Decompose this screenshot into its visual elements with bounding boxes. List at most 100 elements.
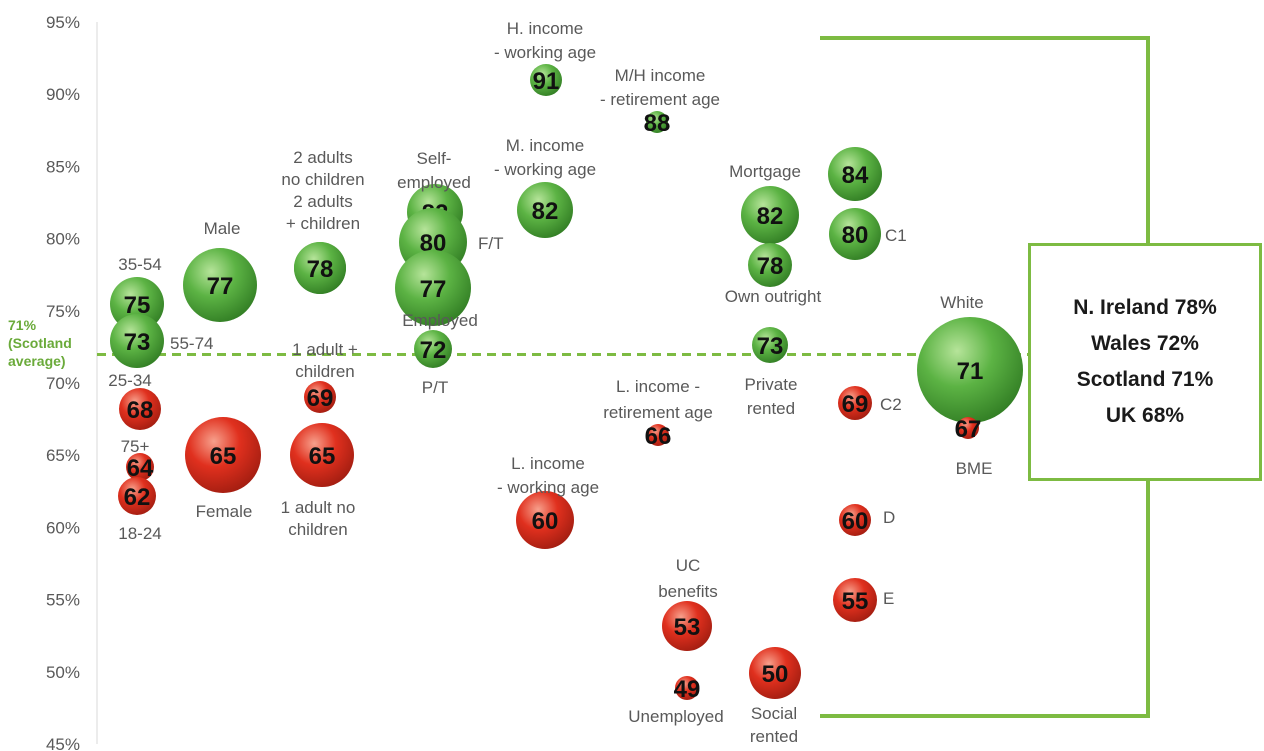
- bubble-value-label: 55: [842, 588, 869, 615]
- bubble-tenure-1: [741, 186, 799, 244]
- bubble-value-label: 77: [207, 273, 234, 300]
- average-label: 71%: [8, 317, 37, 333]
- bubble-tenure-2: [748, 243, 792, 287]
- bubble-category-label: C2: [880, 395, 902, 414]
- y-tick-label: 85%: [46, 157, 80, 176]
- bubble-social-grade-3: [838, 386, 872, 420]
- bubble-age-4: [126, 453, 154, 481]
- bubble-value-label: 65: [309, 443, 336, 470]
- bubble-ethnicity-2: [957, 417, 979, 439]
- y-tick-label: 70%: [46, 374, 80, 393]
- average-label: average): [8, 353, 66, 369]
- bubble-tenure-3: [752, 327, 788, 363]
- y-tick-label: 80%: [46, 230, 80, 249]
- bubble-category-label: Private: [745, 375, 798, 394]
- bubble-income-4: [646, 111, 668, 133]
- bubble-value-label: 84: [842, 162, 869, 189]
- bubble-category-label: + children: [286, 214, 360, 233]
- bubble-category-label: Mortgage: [729, 162, 801, 181]
- bubble-value-label: 62: [124, 484, 151, 511]
- bubble-category-label: benefits: [658, 582, 718, 601]
- bubble-category-label: 75+: [121, 437, 150, 456]
- bubble-category-label: BME: [956, 459, 993, 478]
- bubble-value-label: 71: [957, 358, 984, 385]
- nation-wales: Wales 72%: [1091, 332, 1199, 355]
- bubble-ethnicity-1: [917, 317, 1023, 423]
- bubble-value-label: 78: [757, 253, 784, 280]
- bubble-value-label: 82: [757, 203, 784, 230]
- bubble-income-1: [530, 64, 562, 96]
- bubble-value-label: 67: [955, 416, 982, 443]
- bubble-category-label: D: [883, 508, 895, 527]
- bubble-category-label: children: [288, 520, 348, 539]
- bubble-category-label: - working age: [497, 478, 599, 497]
- bubble-category-label: C1: [885, 226, 907, 245]
- bubble-value-label: 66: [645, 423, 672, 450]
- bubble-value-label: 73: [757, 333, 784, 360]
- bubble-value-label: 65: [210, 443, 237, 470]
- bubble-value-label: 72: [420, 337, 447, 364]
- bubble-value-label: 77: [420, 276, 447, 303]
- bubble-category-label: no children: [281, 170, 364, 189]
- bubble-household-2: [294, 242, 346, 294]
- bubble-value-label: 69: [842, 391, 869, 418]
- bubble-category-label: P/T: [422, 378, 448, 397]
- bubble-category-label: L. income: [511, 454, 585, 473]
- nations-comparison-box: N. Ireland 78% Wales 72% Scotland 71% UK…: [1028, 243, 1262, 481]
- bubble-category-label: 1 adult no: [281, 498, 356, 517]
- bubble-gender-1: [183, 248, 257, 322]
- bubble-value-label: 78: [307, 256, 334, 283]
- bubble-category-label: 25-34: [108, 371, 151, 390]
- y-tick-label: 55%: [46, 591, 80, 610]
- bubble-social-grade-5: [833, 578, 877, 622]
- nation-northern-ireland: N. Ireland 78%: [1073, 296, 1217, 319]
- bubble-gender-2: [185, 417, 261, 493]
- bubble-category-label: rented: [747, 399, 795, 418]
- bubble-value-label: 50: [762, 661, 789, 688]
- bubble-category-label: retirement age: [603, 403, 713, 422]
- y-tick-label: 60%: [46, 518, 80, 537]
- bubble-household-4: [290, 423, 354, 487]
- bubble-category-label: 35-54: [118, 255, 161, 274]
- bubble-value-label: 69: [307, 385, 334, 412]
- bubble-value-label: 80: [842, 222, 869, 249]
- bubble-value-label: 73: [124, 329, 151, 356]
- bubble-category-label: 55-74: [170, 334, 213, 353]
- y-tick-label: 95%: [46, 13, 80, 32]
- bubble-category-label: UC: [676, 556, 701, 575]
- bubble-social-grade-4: [839, 504, 871, 536]
- bubble-category-label: F/T: [478, 234, 504, 253]
- bubble-category-label: Own outright: [725, 287, 822, 306]
- bubble-social-grade-1: [828, 147, 882, 201]
- bubble-age-3: [119, 388, 161, 430]
- bubble-age-2: [110, 314, 164, 368]
- bubble-income-7: [675, 676, 699, 700]
- nation-scotland: Scotland 71%: [1076, 368, 1214, 391]
- bracket-top-line: [820, 36, 1150, 246]
- average-label: (Scotland: [8, 335, 72, 351]
- bubble-value-label: 60: [842, 508, 869, 535]
- bubble-category-label: children: [295, 362, 355, 381]
- bracket-bottom-line: [820, 478, 1150, 718]
- bubble-value-label: 91: [533, 68, 560, 95]
- y-tick-label: 90%: [46, 85, 80, 104]
- bubble-category-label: employed: [397, 173, 471, 192]
- bubble-category-label: Male: [204, 219, 241, 238]
- bubble-category-label: Social: [751, 704, 797, 723]
- bubble-category-label: L. income -: [616, 377, 700, 396]
- bubble-income-6: [662, 601, 712, 651]
- bubble-category-label: Self-: [417, 149, 452, 168]
- bubble-category-label: H. income: [507, 19, 584, 38]
- bubble-category-label: - working age: [494, 160, 596, 179]
- bubble-category-label: 2 adults: [293, 192, 353, 211]
- bubble-category-label: M. income: [506, 136, 584, 155]
- bubble-category-label: Unemployed: [628, 707, 723, 726]
- bubble-value-label: 68: [127, 397, 154, 424]
- bubble-category-label: White: [940, 293, 983, 312]
- bubble-category-label: Female: [196, 502, 253, 521]
- bubble-tenure-4: [749, 647, 801, 699]
- bubble-age-1: [110, 277, 164, 331]
- bubble-employment-4: [414, 330, 452, 368]
- bubble-income-3: [516, 491, 574, 549]
